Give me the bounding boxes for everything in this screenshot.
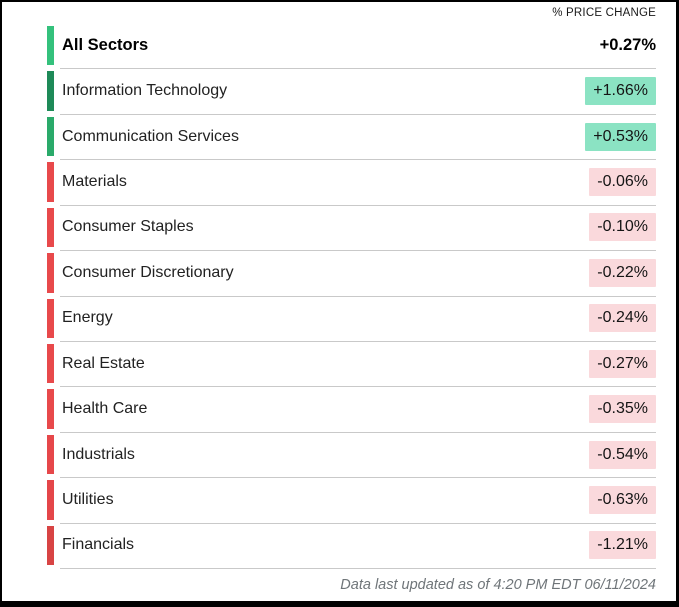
price-change-column-label: % PRICE CHANGE bbox=[552, 7, 656, 19]
change-direction-bar bbox=[47, 207, 54, 248]
sector-label: Consumer Discretionary bbox=[62, 263, 234, 281]
sector-label: Energy bbox=[62, 309, 113, 327]
table-row[interactable]: Materials -0.06% bbox=[2, 159, 676, 204]
sector-change-value: -1.21% bbox=[589, 531, 656, 560]
change-direction-bar bbox=[47, 298, 54, 338]
change-direction-bar bbox=[47, 253, 54, 293]
sector-label: Consumer Staples bbox=[62, 218, 194, 236]
sector-label: Utilities bbox=[62, 490, 114, 508]
sector-change-value: -0.63% bbox=[589, 485, 656, 514]
change-direction-bar bbox=[47, 434, 54, 475]
sector-table: All Sectors +0.27% Information Technolog… bbox=[2, 23, 676, 568]
column-header: % PRICE CHANGE bbox=[2, 2, 676, 23]
sector-change-value: -0.10% bbox=[589, 213, 656, 242]
change-direction-bar bbox=[47, 389, 54, 429]
sector-label: Communication Services bbox=[62, 127, 239, 145]
sector-change-value: -0.22% bbox=[589, 258, 656, 287]
table-row[interactable]: Health Care -0.35% bbox=[2, 386, 676, 431]
sector-change-value: +0.53% bbox=[585, 122, 656, 151]
change-direction-bar bbox=[47, 525, 54, 566]
sector-change-value: +1.66% bbox=[585, 77, 656, 106]
table-row[interactable]: Real Estate -0.27% bbox=[2, 340, 676, 386]
table-row[interactable]: Consumer Staples -0.10% bbox=[2, 204, 676, 250]
sector-change-value: -0.24% bbox=[589, 304, 656, 333]
change-direction-bar bbox=[47, 343, 54, 384]
change-direction-bar bbox=[47, 26, 54, 66]
sector-label: Financials bbox=[62, 536, 135, 554]
table-row[interactable]: Industrials -0.54% bbox=[2, 431, 676, 477]
sector-change-value: +0.27% bbox=[599, 36, 656, 55]
table-row[interactable]: Financials -1.21% bbox=[2, 522, 676, 568]
change-direction-bar bbox=[47, 162, 54, 202]
sector-label: Information Technology bbox=[62, 82, 228, 100]
table-row-all-sectors[interactable]: All Sectors +0.27% bbox=[2, 23, 676, 68]
table-row[interactable]: Communication Services +0.53% bbox=[2, 113, 676, 159]
table-row[interactable]: Information Technology +1.66% bbox=[2, 68, 676, 113]
table-row[interactable]: Energy -0.24% bbox=[2, 295, 676, 341]
sector-label: Health Care bbox=[62, 400, 148, 418]
table-row[interactable]: Utilities -0.63% bbox=[2, 477, 676, 522]
change-direction-bar bbox=[47, 480, 54, 520]
sector-change-value: -0.06% bbox=[589, 167, 656, 196]
sector-change-value: -0.35% bbox=[589, 395, 656, 424]
sector-label: Materials bbox=[62, 172, 127, 190]
sector-label: All Sectors bbox=[62, 36, 149, 55]
footer: Data last updated as of 4:20 PM EDT 06/1… bbox=[2, 568, 676, 601]
sector-change-value: -0.27% bbox=[589, 349, 656, 378]
change-direction-bar bbox=[47, 71, 54, 111]
last-updated-text: Data last updated as of 4:20 PM EDT 06/1… bbox=[340, 576, 656, 593]
sector-change-value: -0.54% bbox=[589, 440, 656, 469]
table-row[interactable]: Consumer Discretionary -0.22% bbox=[2, 250, 676, 295]
sector-label: Real Estate bbox=[62, 354, 145, 372]
change-direction-bar bbox=[47, 116, 54, 157]
sector-label: Industrials bbox=[62, 445, 135, 463]
